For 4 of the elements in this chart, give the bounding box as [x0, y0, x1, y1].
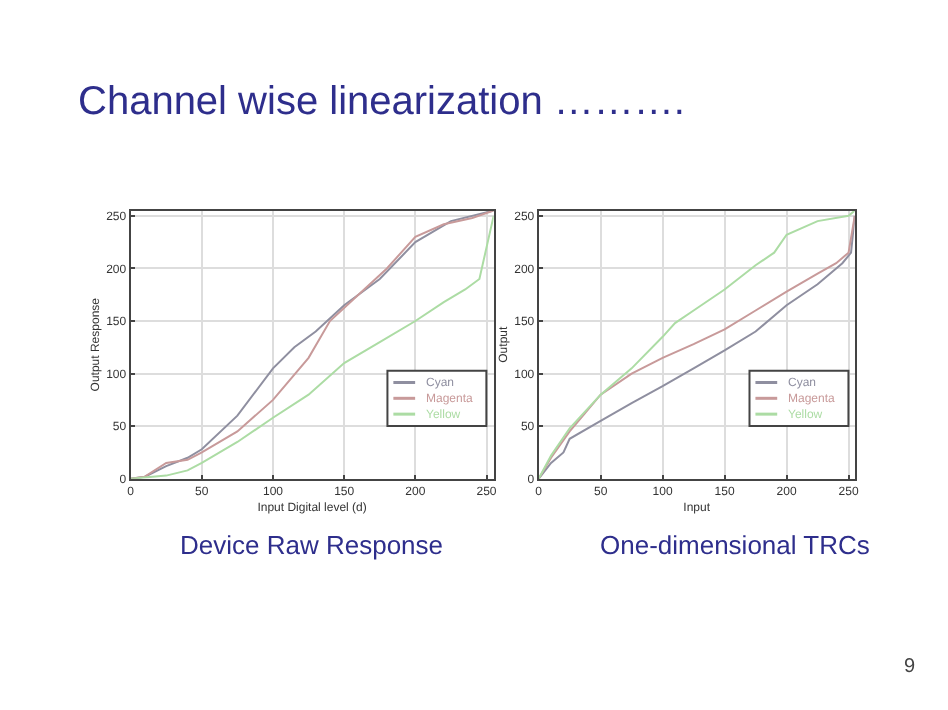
text: 9: [904, 656, 916, 678]
text: One-dimensional TRCs: [600, 530, 871, 560]
text: Device Raw Response: [180, 530, 444, 560]
chart-title: Channel wise linearization ……….: [78, 80, 685, 124]
